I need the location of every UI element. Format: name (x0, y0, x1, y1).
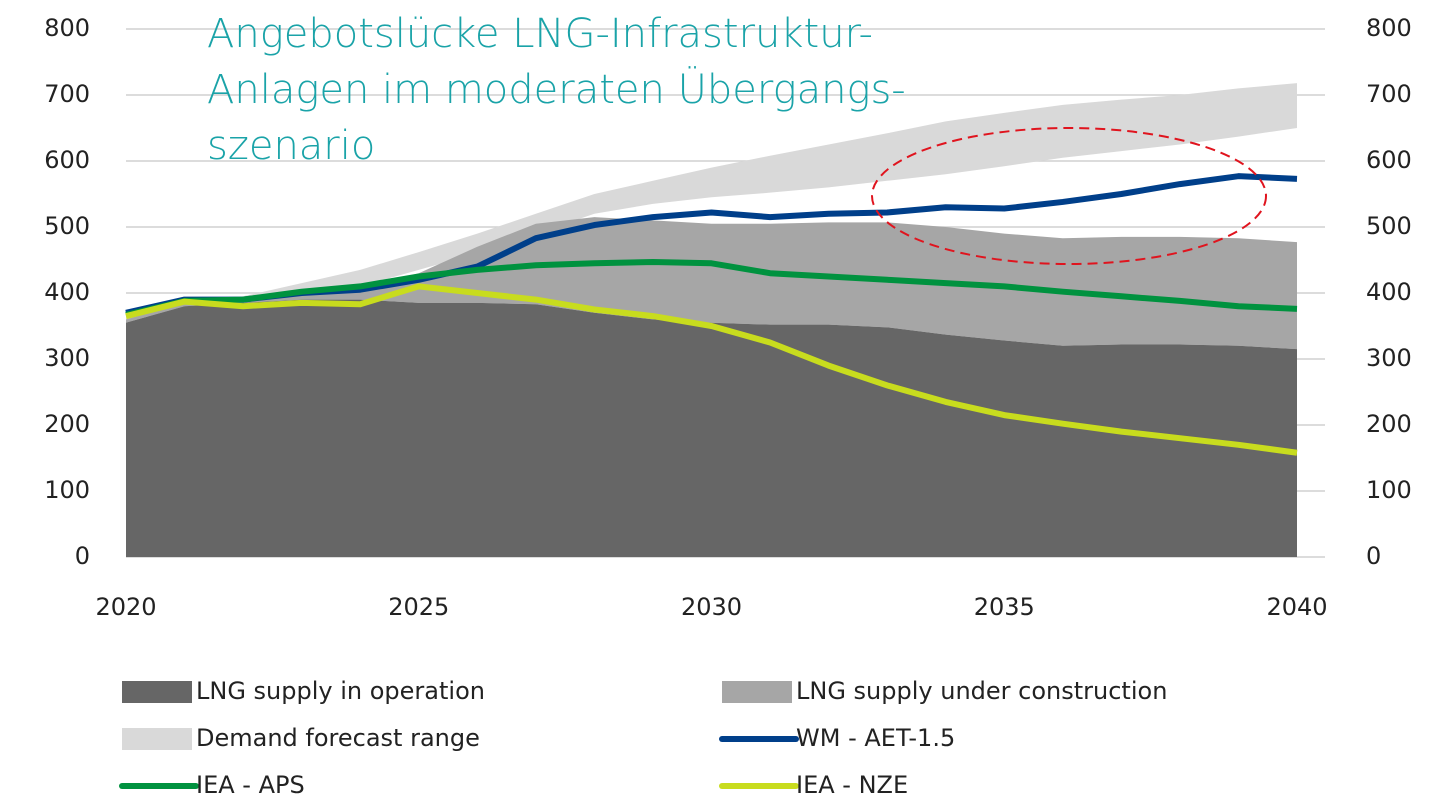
y2-tick-label: 100 (1366, 476, 1412, 504)
y-tick-label: 800 (44, 14, 90, 42)
y2-tick-label: 300 (1366, 344, 1412, 372)
x-tick-label: 2020 (95, 593, 156, 621)
y-tick-label: 300 (44, 344, 90, 372)
y-tick-label: 500 (44, 212, 90, 240)
stacked-area (126, 217, 1297, 350)
x-tick-label: 2040 (1266, 593, 1327, 621)
y2-tick-label: 700 (1366, 80, 1412, 108)
legend-label: IEA - NZE (796, 771, 908, 799)
y-tick-label: 600 (44, 146, 90, 174)
line (125, 283, 1298, 456)
x-tick-label: 2025 (388, 593, 449, 621)
y-tick-label: 100 (44, 476, 90, 504)
x-tick-label: 2030 (681, 593, 742, 621)
chart-title: Anlagen im moderaten Übergangs- (207, 65, 906, 113)
y-tick-label: 0 (75, 542, 90, 570)
highlight-ellipse (871, 127, 1267, 265)
chart-title: Angebotslücke LNG-Infrastruktur- (207, 11, 873, 57)
y-tick-label: 200 (44, 410, 90, 438)
x-tick-label: 2035 (974, 593, 1035, 621)
y2-tick-label: 600 (1366, 146, 1412, 174)
y2-tick-label: 800 (1366, 14, 1412, 42)
y2-tick-label: 0 (1366, 542, 1381, 570)
chart-title: szenario (207, 123, 375, 169)
legend-label: WM - AET-1.5 (796, 724, 955, 752)
y-tick-label: 700 (44, 80, 90, 108)
legend-label: IEA - APS (196, 771, 305, 799)
y2-tick-label: 400 (1366, 278, 1412, 306)
y-tick-label: 400 (44, 278, 90, 306)
stacked-area (126, 299, 1297, 557)
demand-band (126, 83, 1297, 320)
legend-swatch (722, 681, 792, 703)
legend-label: Demand forecast range (196, 724, 480, 752)
legend-label: LNG supply in operation (196, 677, 485, 705)
legend-swatch (122, 728, 192, 750)
line (125, 258, 1298, 318)
y2-tick-label: 200 (1366, 410, 1412, 438)
legend-label: LNG supply under construction (796, 677, 1167, 705)
legend-swatch (122, 681, 192, 703)
y2-tick-label: 500 (1366, 212, 1412, 240)
